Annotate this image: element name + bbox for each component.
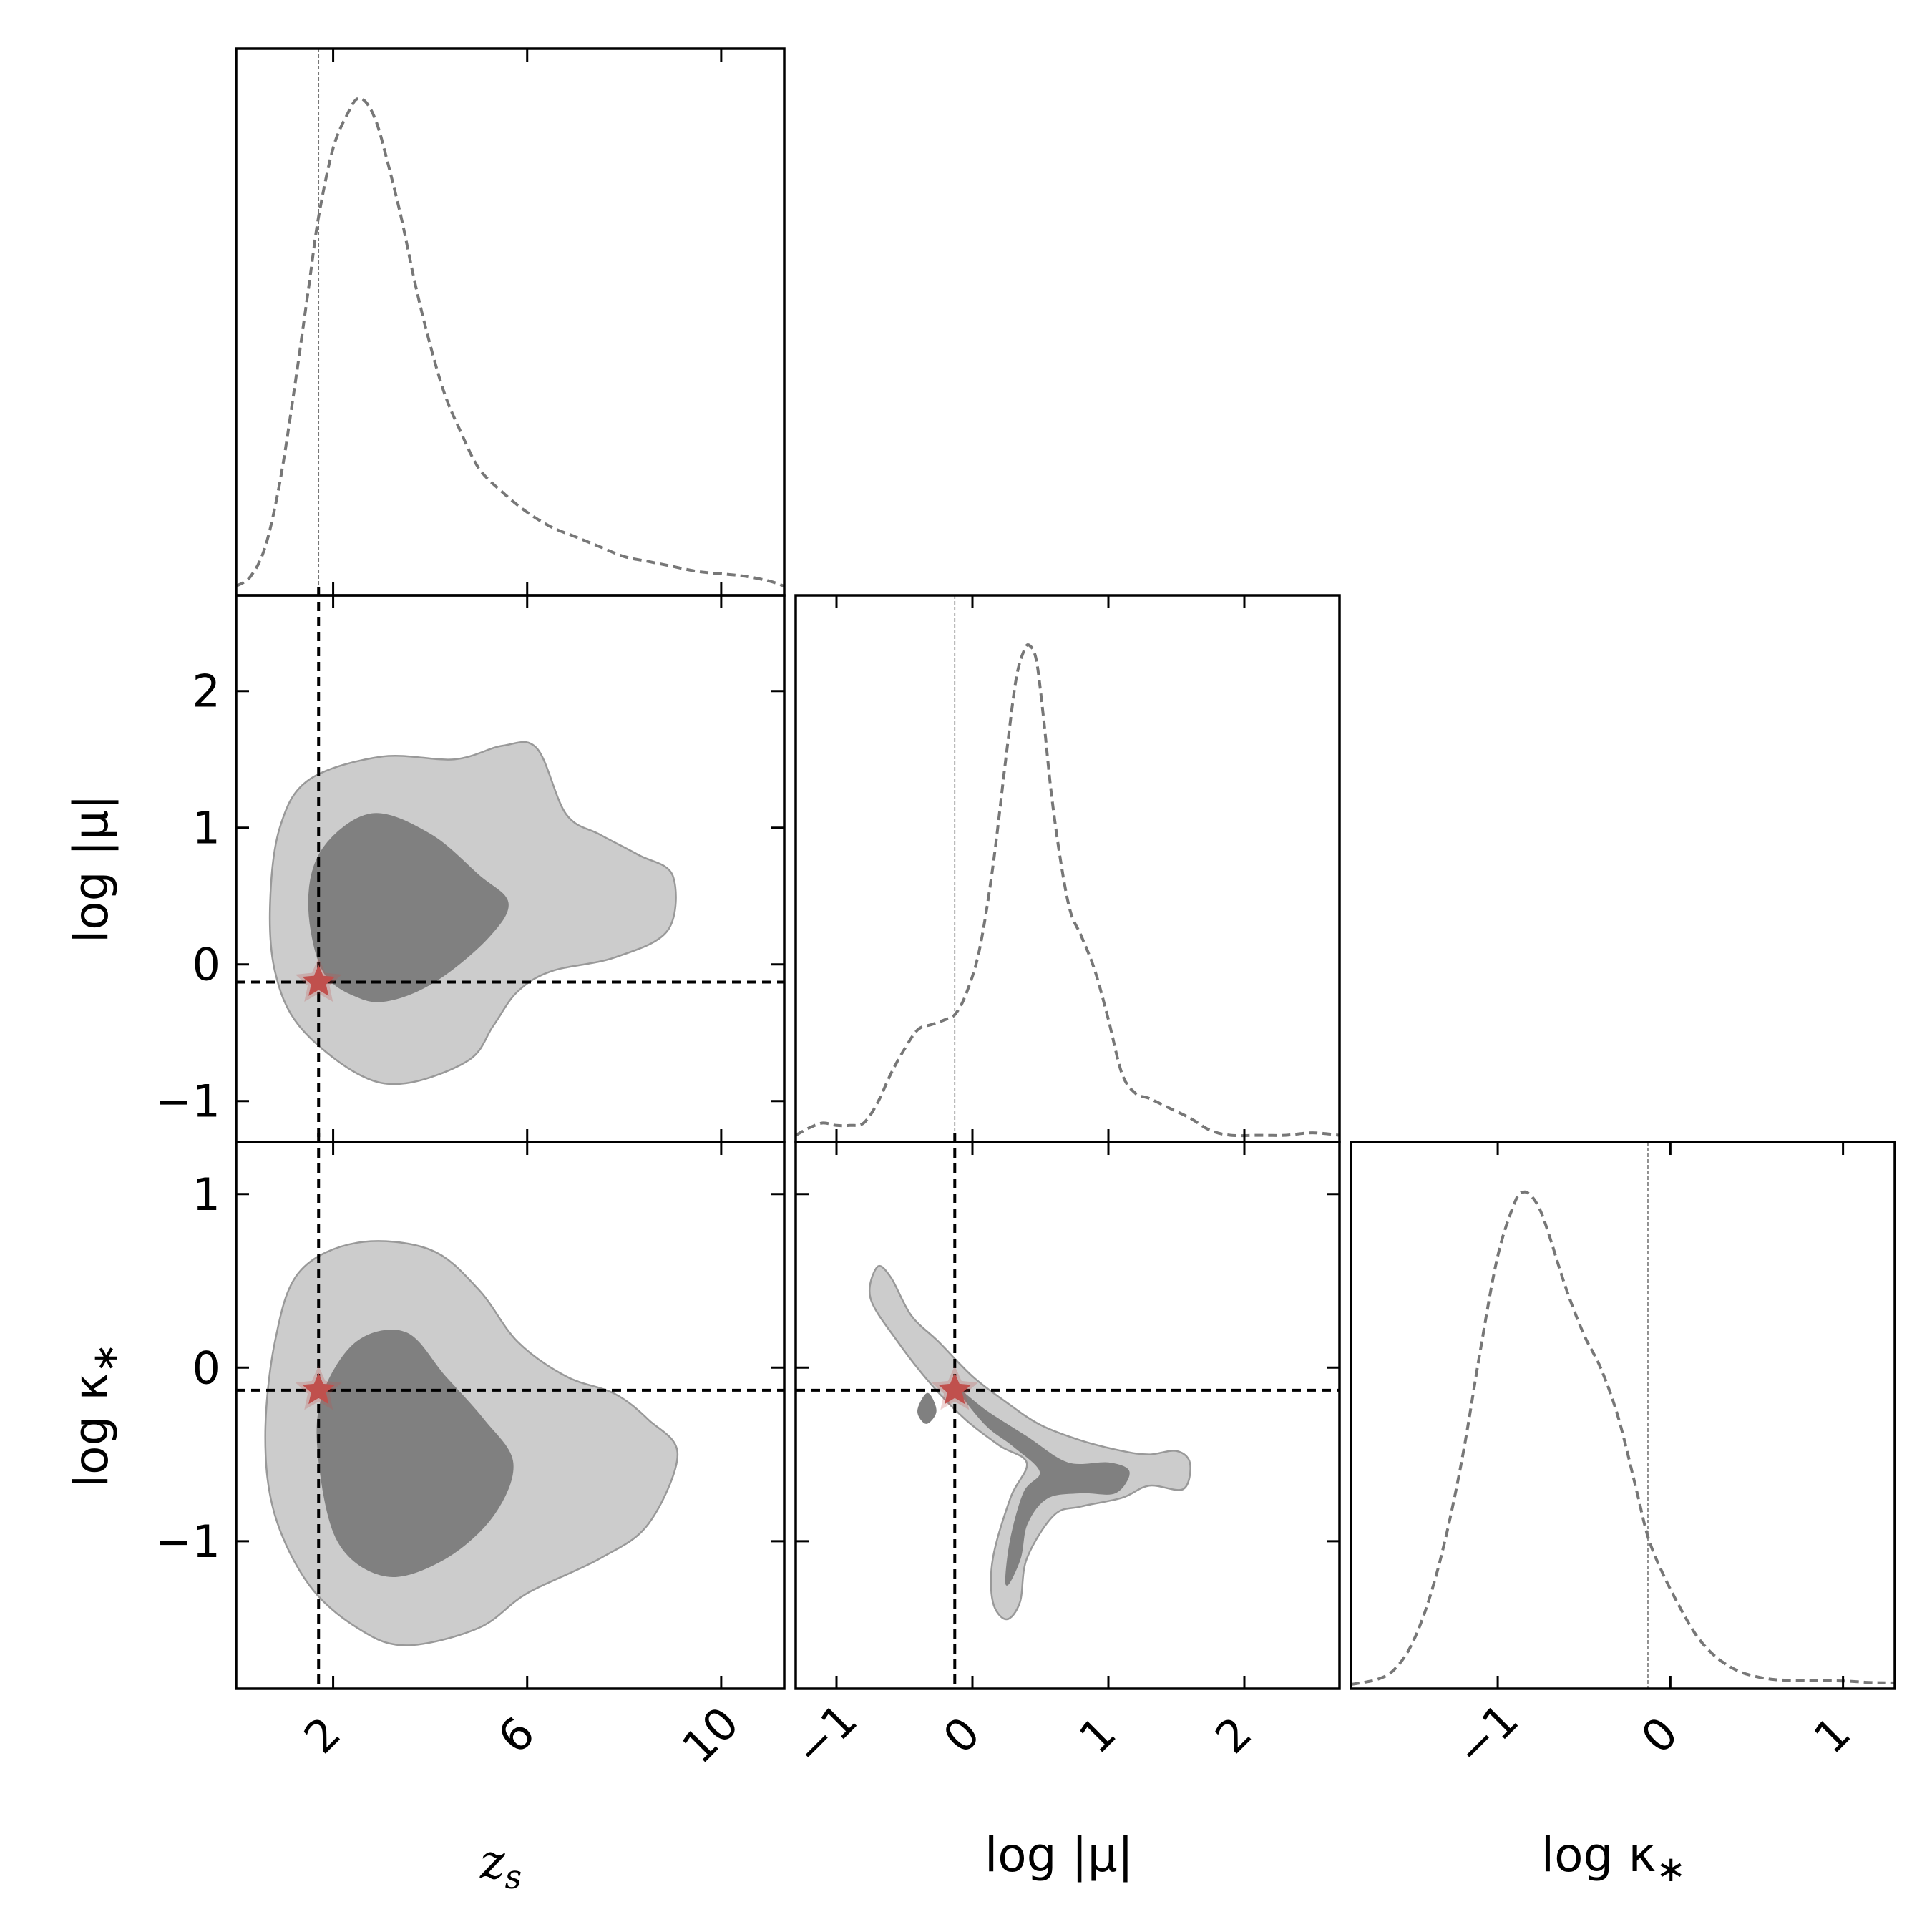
- marginal-density-line: [1351, 1190, 1895, 1686]
- joint-plot-area: [869, 1265, 1191, 1621]
- y-tick-label: −1: [155, 1516, 220, 1568]
- y-tick-label: 2: [192, 665, 220, 718]
- truth-star: [938, 1372, 972, 1405]
- x-tick-label: 0: [1631, 1707, 1688, 1764]
- xlabel-sub: s: [505, 1858, 522, 1896]
- contour-inner: [316, 1330, 514, 1577]
- marginal-density-line: [236, 97, 784, 588]
- y-tick-label: 1: [192, 1169, 220, 1221]
- panel-frame: [235, 1141, 786, 1690]
- marginal-density-line: [796, 643, 1340, 1138]
- x-tick-label: −1: [784, 1694, 867, 1777]
- marginal-panel-z_s: [235, 47, 786, 597]
- ylabel-sub: ∗: [84, 1343, 126, 1373]
- marginal-plot-area: [1351, 1142, 1895, 1689]
- y-tick-label: 0: [192, 1342, 220, 1394]
- y-tick-label: 0: [192, 939, 220, 991]
- panel-frame: [794, 594, 1341, 1143]
- contour-inner: [957, 1389, 1130, 1586]
- marginal-plot-area: [796, 595, 1340, 1142]
- x-tick-label: 10: [672, 1697, 748, 1773]
- x-tick-label: 2: [1205, 1707, 1262, 1764]
- joint-panel-z_s-log_mu: −1 0 1 2: [155, 587, 786, 1143]
- x-tick-label: 1: [1804, 1707, 1861, 1764]
- marginal-panel-log_mu: [794, 594, 1341, 1143]
- xlabel-log-mu: log |μ|: [985, 1828, 1133, 1883]
- joint-plot-area: [264, 1240, 679, 1646]
- contour-inner: [308, 813, 509, 1002]
- xlabel-main: log κ: [1541, 1828, 1657, 1883]
- x-tick-label: 6: [488, 1707, 545, 1764]
- marginal-plot-area: [236, 49, 784, 595]
- truth-star: [302, 965, 336, 996]
- x-tick-label: −1: [1445, 1694, 1528, 1777]
- ylabel-log-mu: log |μ|: [64, 794, 119, 943]
- panel-frame: [1350, 1141, 1896, 1690]
- x-tick-label: 0: [933, 1707, 990, 1764]
- y-tick-label: 1: [192, 802, 220, 854]
- xlabel-sub: ∗: [1656, 1848, 1686, 1890]
- ylabel-log-kappa: log κ∗: [64, 1343, 126, 1488]
- x-tick-label: 2: [294, 1707, 351, 1764]
- xlabel-z-s: zs: [479, 1835, 522, 1896]
- joint-panel-z_s-log_kappa: 2 6 10 −1 0 1: [155, 1133, 786, 1774]
- y-tick-label: −1: [155, 1075, 220, 1128]
- marginal-panel-log_kappa: −1 0 1: [1350, 1141, 1896, 1777]
- ylabel-main: log κ: [64, 1373, 119, 1488]
- panel-frame: [794, 1141, 1341, 1690]
- x-tick-label: 1: [1069, 1707, 1126, 1764]
- contour-inner-island: [917, 1392, 937, 1424]
- truth-star: [302, 1372, 336, 1405]
- xlabel-log-kappa: log κ∗: [1541, 1828, 1686, 1890]
- joint-plot-area: [268, 741, 677, 1085]
- joint-panel-log_mu-log_kappa: −1 0 1 2: [784, 1133, 1341, 1777]
- axis-labels: zs log |μ| log κ∗log |μ|log κ∗: [64, 794, 1686, 1896]
- xlabel-main: z: [479, 1835, 506, 1890]
